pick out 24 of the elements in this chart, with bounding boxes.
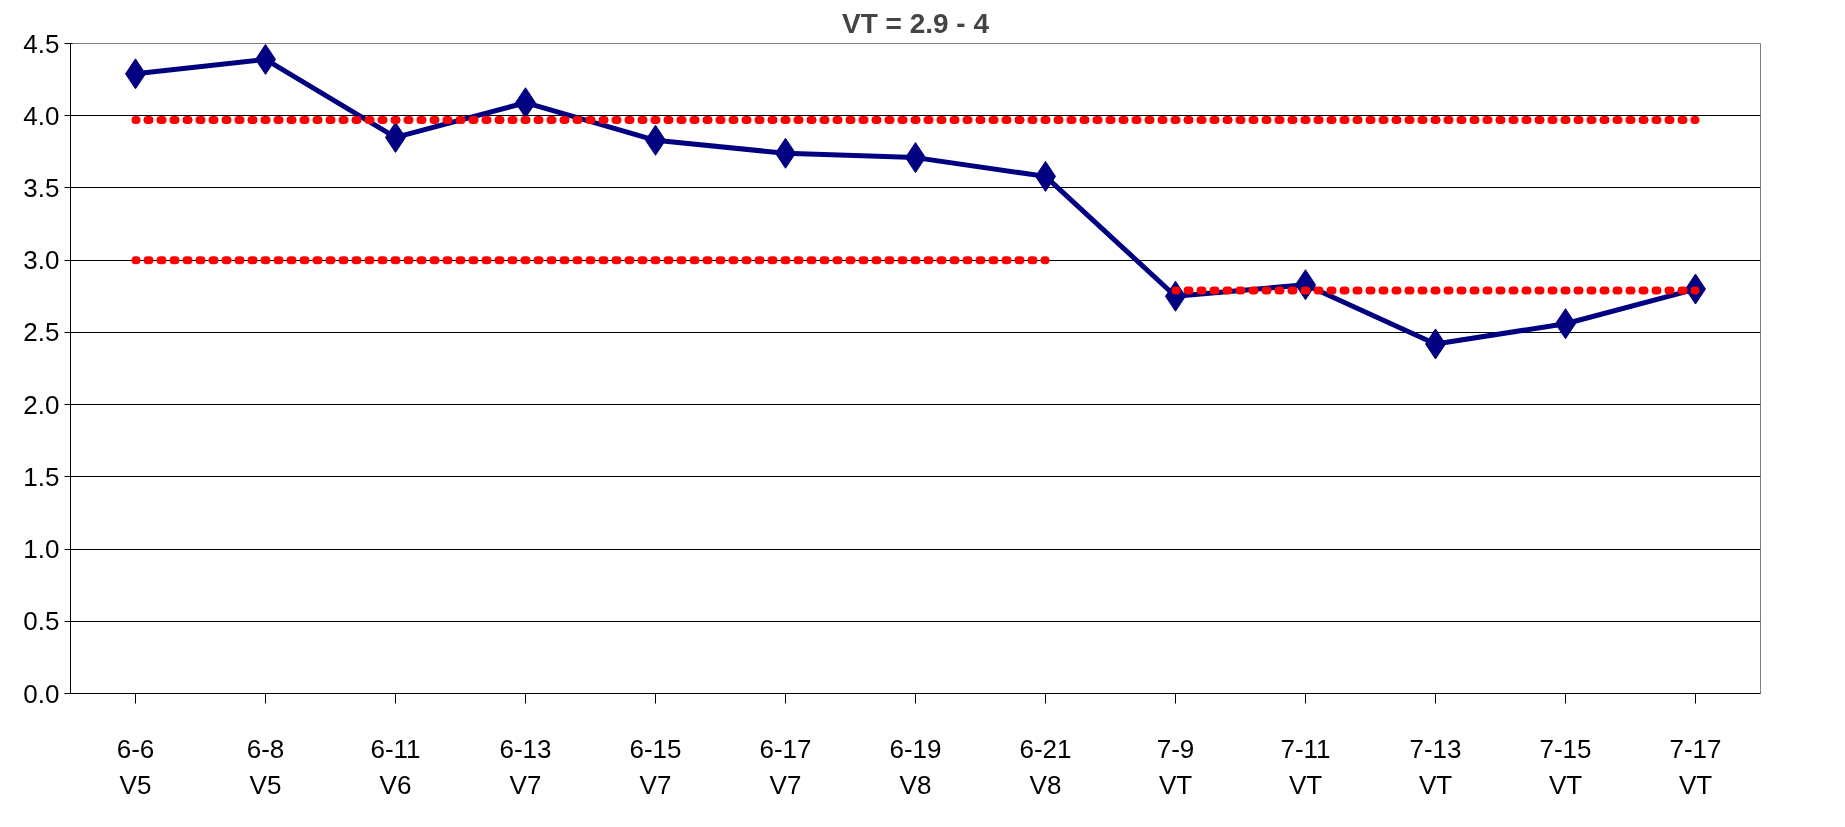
x-tick-label: 7-11 VT [1280, 733, 1331, 800]
y-tick-label: 4.5 [23, 28, 60, 59]
chart-title: VT = 2.9 - 4 [841, 7, 990, 39]
x-tick-label: 6-17 V7 [759, 733, 812, 800]
y-tick-label: 2.0 [23, 389, 60, 420]
x-tick-label: 7-17 VT [1669, 733, 1722, 800]
y-tick-label: 0.5 [23, 606, 60, 637]
y-tick-label: 1.0 [23, 534, 60, 565]
x-tick-label: 6-11 V6 [370, 733, 421, 800]
x-tick-label: 6-8 V5 [246, 733, 285, 800]
x-tick-label: 7-9 VT [1156, 733, 1195, 800]
y-tick-label: 1.5 [23, 461, 60, 492]
y-tick-label: 3.5 [23, 172, 60, 203]
y-tick-label: 0.0 [23, 678, 60, 709]
x-tick-label: 6-15 V7 [629, 733, 682, 800]
x-tick-label: 7-15 VT [1539, 733, 1592, 800]
y-tick-label: 2.5 [23, 317, 60, 348]
x-tick-label: 6-21 V8 [1019, 733, 1072, 800]
y-tick-label: 4.0 [23, 100, 60, 131]
x-tick-label: 6-19 V8 [889, 733, 942, 800]
y-tick-label: 3.0 [23, 245, 60, 276]
x-tick-label: 7-13 VT [1409, 733, 1462, 800]
x-tick-label: 6-6 V5 [116, 733, 155, 800]
x-tick-label: 6-13 V7 [499, 733, 552, 800]
